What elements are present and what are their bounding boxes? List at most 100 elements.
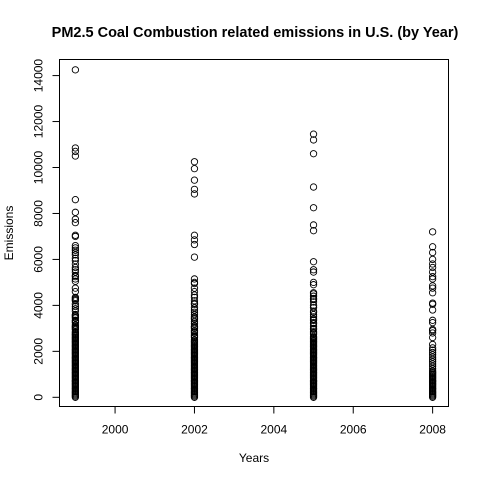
data-point	[71, 266, 80, 274]
data-point	[428, 355, 437, 364]
data-point	[428, 364, 437, 373]
data-point	[71, 277, 80, 285]
data-point	[190, 300, 199, 308]
data-point	[428, 284, 437, 292]
data-point	[190, 333, 199, 342]
data-point	[428, 273, 437, 281]
data-point	[428, 316, 437, 324]
x-tick-label: 2006	[340, 423, 367, 437]
data-point	[428, 333, 437, 342]
y-axis: 0 2000 4000 6000 8000 10000 12000 14000	[32, 59, 60, 401]
y-axis-label: Emissions	[2, 206, 16, 261]
data-point	[190, 190, 199, 198]
data-point	[71, 147, 80, 156]
data-point	[190, 253, 199, 261]
data-point	[428, 275, 437, 283]
data-point	[428, 263, 437, 272]
data-point	[71, 305, 80, 313]
data-point	[71, 66, 80, 74]
data-point	[428, 255, 437, 264]
data-point	[428, 346, 437, 354]
data-point	[190, 329, 199, 337]
data-point	[428, 248, 437, 257]
data-point	[309, 310, 318, 319]
data-point	[71, 260, 80, 268]
data-point	[190, 240, 199, 249]
data-point	[309, 308, 318, 316]
data-point	[309, 316, 318, 324]
data-point	[190, 291, 199, 299]
data-point	[71, 219, 80, 227]
data-point	[309, 268, 318, 276]
data-point	[428, 353, 437, 361]
data-point	[71, 314, 80, 322]
data-point	[309, 322, 318, 330]
data-point	[71, 246, 80, 254]
data-point	[71, 256, 80, 265]
data-point	[71, 300, 80, 308]
data-point	[190, 310, 199, 319]
data-point	[428, 300, 437, 308]
data-point	[309, 313, 318, 321]
data-point	[309, 330, 318, 338]
data-point	[428, 393, 437, 401]
data-point	[309, 393, 318, 401]
data-point	[190, 306, 199, 314]
data-point	[309, 204, 318, 212]
data-point	[71, 196, 80, 204]
plot-frame	[59, 59, 449, 407]
data-point	[309, 266, 318, 274]
data-point	[71, 241, 80, 250]
data-point	[428, 268, 437, 276]
y-tick-label: 8000	[32, 200, 46, 227]
data-point	[309, 227, 318, 235]
data-point	[309, 130, 318, 138]
data-point	[71, 287, 80, 296]
data-point	[190, 293, 199, 301]
data-point	[190, 231, 199, 239]
data-point	[428, 228, 437, 236]
data-point	[428, 260, 437, 268]
data-point	[428, 318, 437, 327]
data-point	[428, 348, 437, 357]
data-point	[309, 136, 318, 144]
data-point	[428, 289, 437, 297]
y-tick-label: 6000	[32, 246, 46, 273]
chart-title: PM2.5 Coal Combustion related emissions …	[52, 25, 459, 41]
y-tick-label: 14000	[32, 59, 46, 93]
data-point	[71, 254, 80, 262]
data-point	[190, 158, 199, 166]
data-point	[428, 358, 437, 366]
data-point	[309, 298, 318, 306]
data-point	[190, 308, 199, 316]
data-point	[190, 279, 199, 288]
x-tick-label: 2008	[419, 423, 446, 437]
data-point	[71, 248, 80, 257]
data-point	[309, 150, 318, 158]
data-point	[309, 295, 318, 304]
data-point	[190, 185, 199, 193]
data-point	[428, 351, 437, 359]
data-point	[190, 284, 199, 292]
y-tick-label: 12000	[32, 105, 46, 139]
y-tick-label: 4000	[32, 292, 46, 319]
data-point	[190, 176, 199, 184]
data-point	[71, 263, 80, 272]
data-point	[71, 318, 80, 327]
data-point	[190, 304, 199, 312]
data-point	[309, 320, 318, 328]
data-point	[190, 315, 199, 323]
data-point	[71, 152, 80, 160]
data-point	[71, 244, 80, 252]
data-point	[71, 215, 80, 223]
data-point	[428, 344, 437, 352]
x-tick-label: 2002	[181, 423, 208, 437]
data-point	[309, 278, 318, 287]
data-point	[428, 340, 437, 349]
data-point	[309, 281, 318, 289]
data-point	[428, 329, 437, 337]
data-point	[428, 282, 437, 290]
data-point	[71, 275, 80, 283]
data-point	[71, 273, 80, 281]
